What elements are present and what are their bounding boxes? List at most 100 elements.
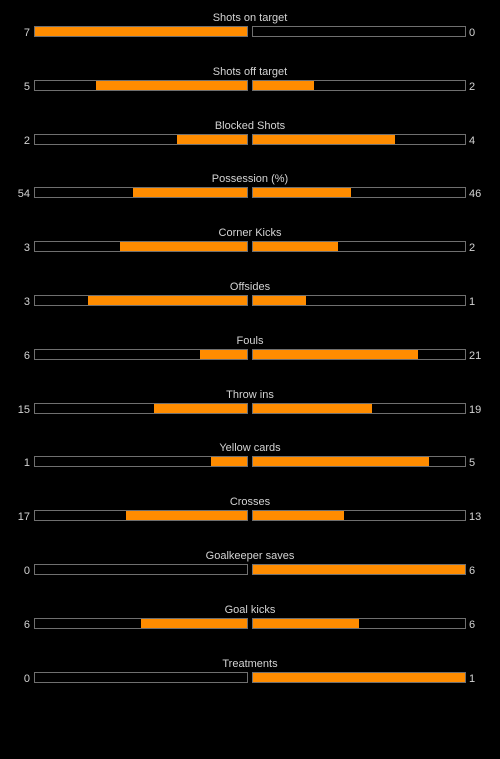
away-bar — [252, 456, 466, 467]
stat-row: Throw ins 15 19 — [0, 389, 500, 429]
stat-title: Yellow cards — [219, 442, 281, 454]
stat-title: Goal kicks — [224, 604, 276, 616]
home-value: 15 — [17, 404, 30, 416]
away-bar-fill — [253, 511, 345, 520]
stat-row: Crosses 17 13 — [0, 496, 500, 536]
away-value: 1 — [469, 673, 476, 685]
stat-title: Shots off target — [212, 66, 288, 78]
home-bar — [34, 349, 248, 360]
home-value: 1 — [23, 457, 30, 469]
stat-row: Goalkeeper saves 0 6 — [0, 550, 500, 590]
stat-row: Fouls 6 21 — [0, 335, 500, 375]
home-bar — [34, 510, 248, 521]
away-bar — [252, 349, 466, 360]
home-bar-fill — [177, 135, 247, 144]
home-value: 7 — [23, 27, 30, 39]
stat-row: Offsides 3 1 — [0, 281, 500, 321]
home-bar — [34, 80, 248, 91]
away-bar-fill — [253, 296, 306, 305]
away-bar-fill — [253, 457, 429, 466]
home-bar — [34, 241, 248, 252]
away-value: 1 — [469, 296, 476, 308]
away-value: 19 — [469, 404, 482, 416]
stat-row: Shots on target 7 0 — [0, 12, 500, 52]
home-bar — [34, 618, 248, 629]
stat-title: Fouls — [236, 335, 264, 347]
stat-title: Treatments — [222, 658, 278, 670]
home-bar-fill — [126, 511, 247, 520]
away-value: 13 — [469, 511, 482, 523]
away-value: 4 — [469, 135, 476, 147]
home-bar-fill — [153, 404, 247, 413]
home-value: 3 — [23, 242, 30, 254]
away-value: 6 — [469, 619, 476, 631]
away-value: 6 — [469, 565, 476, 577]
away-bar-fill — [253, 135, 396, 144]
away-bar — [252, 564, 466, 575]
stat-title: Goalkeeper saves — [205, 550, 295, 562]
away-value: 2 — [469, 242, 476, 254]
away-bar — [252, 134, 466, 145]
away-bar — [252, 672, 466, 683]
home-value: 5 — [23, 81, 30, 93]
home-bar — [34, 26, 248, 37]
stat-title: Corner Kicks — [218, 227, 282, 239]
away-bar — [252, 187, 466, 198]
home-value: 2 — [23, 135, 30, 147]
stat-row: Treatments 0 1 — [0, 658, 500, 698]
home-value: 54 — [17, 188, 30, 200]
away-bar — [252, 295, 466, 306]
home-value: 3 — [23, 296, 30, 308]
home-bar-fill — [96, 81, 247, 90]
home-bar — [34, 672, 248, 683]
away-value: 0 — [469, 27, 476, 39]
away-bar — [252, 510, 466, 521]
home-bar-fill — [132, 188, 247, 197]
stat-row: Goal kicks 6 6 — [0, 604, 500, 644]
stat-title: Throw ins — [226, 389, 274, 401]
home-bar — [34, 134, 248, 145]
home-bar — [34, 564, 248, 575]
stat-title: Blocked Shots — [214, 120, 286, 132]
home-bar — [34, 295, 248, 306]
away-value: 5 — [469, 457, 476, 469]
stat-row: Shots off target 5 2 — [0, 66, 500, 106]
away-bar-fill — [253, 565, 465, 574]
away-bar-fill — [253, 242, 338, 251]
stat-title: Possession (%) — [211, 173, 289, 185]
away-bar-fill — [253, 81, 315, 90]
home-bar — [34, 187, 248, 198]
home-value: 17 — [17, 511, 30, 523]
stat-row: Yellow cards 1 5 — [0, 442, 500, 482]
away-bar-fill — [253, 188, 351, 197]
home-bar-fill — [141, 619, 247, 628]
away-bar-fill — [253, 673, 465, 682]
home-value: 6 — [23, 619, 30, 631]
away-value: 21 — [469, 350, 482, 362]
home-value: 6 — [23, 350, 30, 362]
home-value: 0 — [23, 565, 30, 577]
away-bar — [252, 403, 466, 414]
stat-title: Crosses — [229, 496, 271, 508]
stat-title: Shots on target — [212, 12, 288, 24]
stat-row: Blocked Shots 2 4 — [0, 120, 500, 160]
home-bar-fill — [35, 27, 247, 36]
away-value: 2 — [469, 81, 476, 93]
away-bar — [252, 241, 466, 252]
stat-title: Offsides — [229, 281, 271, 293]
away-value: 46 — [469, 188, 482, 200]
away-bar — [252, 26, 466, 37]
away-bar-fill — [253, 350, 419, 359]
away-bar — [252, 80, 466, 91]
away-bar-fill — [253, 404, 372, 413]
stat-row: Corner Kicks 3 2 — [0, 227, 500, 267]
home-bar — [34, 456, 248, 467]
stat-row: Possession (%) 54 46 — [0, 173, 500, 213]
home-bar — [34, 403, 248, 414]
away-bar — [252, 618, 466, 629]
home-bar-fill — [210, 457, 247, 466]
home-bar-fill — [119, 242, 247, 251]
home-value: 0 — [23, 673, 30, 685]
away-bar-fill — [253, 619, 359, 628]
home-bar-fill — [88, 296, 247, 305]
